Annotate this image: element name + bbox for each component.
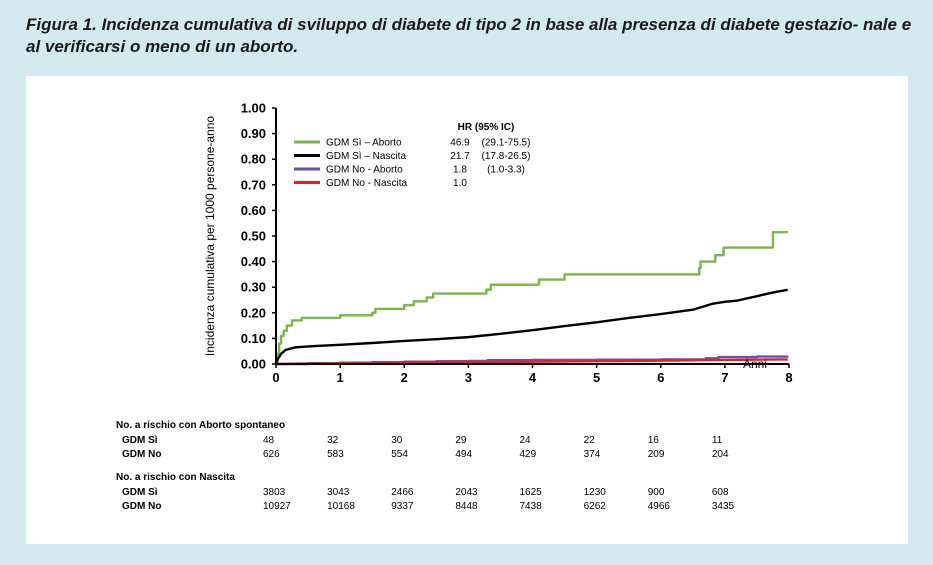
- risk-cell: 8448: [455, 501, 478, 512]
- y-tick-label: 0.70: [241, 177, 266, 192]
- risk-cell: 10168: [327, 501, 355, 512]
- risk-cell: 32: [327, 435, 339, 446]
- x-tick-label: 2: [401, 370, 408, 385]
- risk-cell: 3043: [327, 487, 350, 498]
- risk-cell: 3435: [711, 501, 735, 512]
- y-tick-label: 0.30: [241, 280, 266, 295]
- risk-row-label: GDM No: [122, 501, 162, 512]
- legend-label: GDM No - Nascita: [326, 178, 408, 189]
- y-tick-label: 0.90: [241, 126, 266, 141]
- risk-cell: 22: [583, 435, 595, 446]
- legend-hr: 21.7: [450, 151, 470, 162]
- y-tick-label: 0.50: [241, 229, 266, 244]
- legend-hr-header: HR (95% IC): [458, 122, 515, 133]
- risk-cell: 7438: [519, 501, 542, 512]
- risk-cell: 626: [263, 449, 280, 460]
- y-tick-label: 0.40: [241, 254, 266, 269]
- risk-cell: 209: [647, 449, 665, 460]
- risk-cell: 10927: [263, 501, 291, 512]
- risk-cell: 900: [647, 487, 665, 498]
- risk-cell: 48: [263, 435, 275, 446]
- risk-cell: 4966: [647, 501, 670, 512]
- legend-hr: 46.9: [450, 138, 470, 149]
- risk-cell: 24: [519, 435, 531, 446]
- y-tick-label: 0.10: [241, 331, 266, 346]
- y-tick-label: 0.60: [241, 203, 266, 218]
- risk-cell: 1625: [519, 487, 542, 498]
- risk-cell: 11: [711, 435, 723, 446]
- legend-hr: 1.0: [453, 178, 467, 189]
- risk-cell: 374: [583, 449, 601, 460]
- risk-cell: 1230: [583, 487, 606, 498]
- risk-table-title: No. a rischio con Nascita: [116, 472, 235, 483]
- legend-ci: (17.8-26.5): [482, 151, 531, 162]
- legend-ci: (29.1-75.5): [482, 138, 531, 149]
- risk-cell: 554: [391, 449, 408, 460]
- figure-panel: 0.00 0.10 0.20 0.30 0.40 0.50 0.60 0.70 0.80 0.90…: [26, 76, 908, 544]
- risk-row-label: GDM Sì: [122, 435, 158, 446]
- series-line-2: [274, 288, 788, 365]
- x-tick-label: 7: [721, 370, 728, 385]
- risk-row-label: GDM Sì: [122, 487, 158, 498]
- x-axis-title: Anni: [743, 357, 767, 371]
- risk-cell: 583: [327, 449, 344, 460]
- risk-cell: 9337: [391, 501, 414, 512]
- y-tick-label: 0.00: [241, 357, 266, 372]
- survival-chart: 0.00 0.10 0.20 0.30 0.40 0.50 0.60 0.70 0.80 0.90…: [203, 101, 793, 386]
- risk-cell: 204: [711, 449, 729, 460]
- risk-table-title: No. a rischio con Aborto spontaneo: [116, 420, 286, 431]
- series-line-1: [276, 230, 788, 366]
- y-tick-label: 0.20: [241, 305, 266, 320]
- risk-cell: 2043: [455, 487, 478, 498]
- x-tick-label: 6: [657, 370, 664, 385]
- legend-ci: (1.0-3.3): [487, 165, 525, 176]
- risk-cell: 2466: [391, 487, 414, 498]
- risk-cell: 608: [711, 487, 729, 498]
- y-tick-label: 1.00: [241, 101, 266, 116]
- x-tick-label: 8: [785, 370, 792, 385]
- x-tick-label: 3: [465, 370, 472, 385]
- legend-label: GDM No - Aborto: [326, 165, 403, 176]
- x-tick-label: 0: [272, 370, 279, 385]
- y-tick-label: 0.80: [241, 152, 266, 167]
- x-tick-label: 1: [337, 370, 344, 385]
- risk-row-label: GDM No: [122, 449, 162, 460]
- risk-cell: 429: [519, 449, 537, 460]
- legend-label: GDM Sì – Nascita: [326, 151, 406, 162]
- legend-label: GDM Sì – Aborto: [326, 138, 402, 149]
- x-tick-label: 4: [529, 370, 537, 385]
- risk-cell: 6262: [583, 501, 606, 512]
- risk-cell: 30: [391, 435, 403, 446]
- risk-cell: 16: [647, 435, 659, 446]
- risk-cell: 3803: [263, 487, 286, 498]
- y-axis-title: Incidenza cumulativa per 1000 persone-an…: [203, 116, 217, 356]
- figure-caption: Figura 1. Incidenza cumulativa di svilup…: [26, 15, 912, 56]
- legend-hr: 1.8: [453, 165, 467, 176]
- risk-cell: 494: [455, 449, 473, 460]
- risk-cell: 29: [455, 435, 467, 446]
- x-tick-label: 5: [593, 370, 600, 385]
